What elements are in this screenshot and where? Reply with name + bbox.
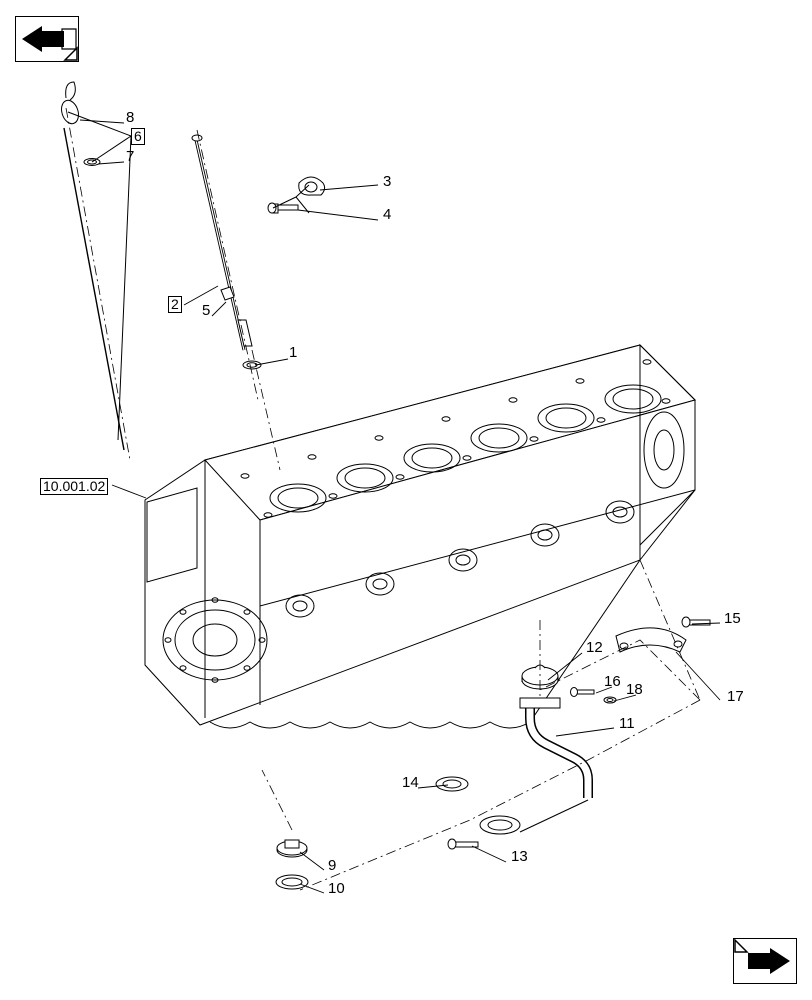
cross-reference-label: 10.001.02 bbox=[40, 478, 108, 495]
callout-7: 7 bbox=[125, 149, 135, 164]
callout-17: 17 bbox=[726, 689, 745, 704]
assembly-lines bbox=[66, 108, 700, 890]
leader-lines bbox=[80, 120, 720, 893]
callout-11: 11 bbox=[618, 716, 636, 731]
callout-1: 1 bbox=[288, 345, 298, 360]
callout-3: 3 bbox=[382, 174, 392, 189]
oil-filler-assembly bbox=[436, 617, 710, 849]
callout-10: 10 bbox=[327, 881, 346, 896]
tube-clamp bbox=[268, 177, 325, 213]
callout-5: 5 bbox=[201, 303, 211, 318]
prev-section-icon[interactable] bbox=[15, 16, 79, 62]
callout-4: 4 bbox=[382, 207, 392, 222]
callout-8: 8 bbox=[125, 110, 135, 125]
engine-block bbox=[145, 345, 695, 728]
callout-15: 15 bbox=[723, 611, 742, 626]
diagram-svg bbox=[0, 0, 812, 1000]
callout-13: 13 bbox=[510, 849, 529, 864]
next-section-icon[interactable] bbox=[733, 938, 797, 984]
callout-9: 9 bbox=[327, 858, 337, 873]
callout-18: 18 bbox=[625, 682, 644, 697]
drain-plug bbox=[276, 840, 308, 889]
dipstick-assembly bbox=[59, 82, 261, 450]
callout-12: 12 bbox=[585, 640, 604, 655]
callout-6: 6 bbox=[131, 128, 145, 145]
callout-14: 14 bbox=[401, 775, 420, 790]
callout-16: 16 bbox=[603, 674, 622, 689]
callout-2: 2 bbox=[168, 296, 182, 313]
